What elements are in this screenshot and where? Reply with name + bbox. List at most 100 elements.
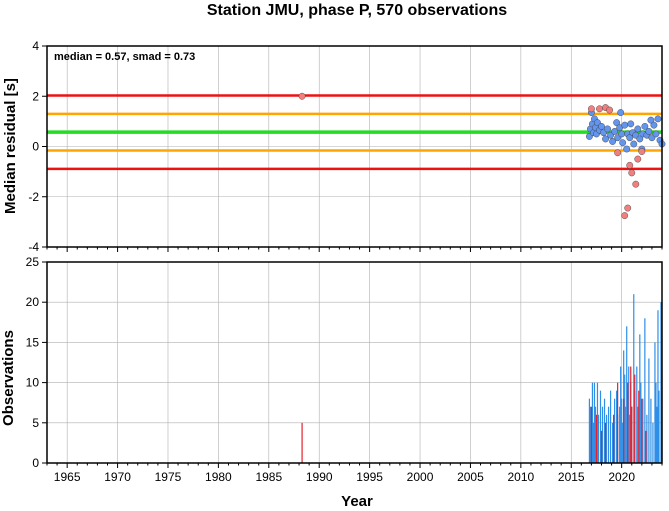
residual-reference-lines: [47, 94, 662, 171]
x-axis-label: Year: [341, 493, 373, 510]
observation-bar-blue: [603, 398, 606, 463]
x-tick-label: 2015: [558, 470, 585, 484]
x-tick-label: 1995: [356, 470, 383, 484]
residual-point-blue: [617, 109, 625, 116]
observation-bar-blue: [628, 366, 630, 463]
observation-bar-blue: [589, 406, 592, 463]
observation-bar-blue: [656, 406, 658, 463]
x-tick-label: 1980: [205, 470, 232, 484]
observation-bar-blue: [596, 382, 599, 463]
residual-point-blue: [630, 140, 638, 148]
observation-bar-blue: [611, 422, 614, 463]
observation-bar-blue: [609, 390, 612, 463]
x-tick-label: 1970: [104, 470, 131, 484]
observation-bar-blue: [607, 406, 610, 463]
observation-bar-red: [631, 406, 633, 463]
observation-bar-red: [595, 414, 598, 463]
observation-bar-red: [634, 374, 636, 463]
x-tick-label: 2010: [508, 470, 535, 484]
y-tick-label: 5: [32, 416, 39, 430]
observation-bar-blue: [657, 310, 659, 463]
observation-bar-blue: [619, 406, 621, 463]
observation-bar-blue: [629, 414, 631, 463]
residual-point-blue: [641, 123, 649, 130]
observation-bar-blue: [626, 326, 628, 463]
residual-point-red: [298, 92, 306, 100]
observation-bar-red: [301, 422, 303, 463]
observation-bar-blue: [614, 398, 616, 463]
y-tick-label: 10: [26, 376, 40, 390]
y-tick-label: -4: [28, 240, 39, 254]
observation-bar-red: [600, 430, 603, 463]
residual-point-blue: [634, 125, 642, 133]
residual-x-ticks: [46, 247, 663, 252]
residual-point-blue: [598, 123, 605, 130]
x-tick-label: 1965: [54, 470, 81, 484]
observation-bar-blue: [658, 390, 660, 463]
observation-bar-blue: [597, 414, 600, 463]
stats-annotation: median = 0.57, smad = 0.73: [54, 51, 195, 63]
observation-bar-blue: [616, 390, 618, 463]
observation-bar-red: [645, 430, 647, 463]
y-tick-label: 4: [32, 39, 39, 53]
residual-point-red: [614, 149, 622, 157]
residual-point-red: [624, 204, 632, 212]
y-tick-label: 20: [26, 295, 40, 309]
residual-point-blue: [623, 145, 631, 153]
observation-bar-blue: [622, 422, 624, 463]
y-tick-label: 2: [32, 89, 39, 103]
residual-point-red: [632, 180, 640, 188]
observation-bar-red: [617, 382, 619, 463]
observation-bar-blue: [633, 294, 635, 463]
x-tick-label: 1990: [306, 470, 333, 484]
residual-point-red: [626, 161, 634, 169]
observation-bar-blue: [591, 382, 594, 463]
observation-bar-blue: [652, 422, 654, 463]
observation-bar-blue: [642, 398, 644, 463]
observation-bar-blue: [624, 374, 626, 463]
x-tick-label: 2005: [457, 470, 484, 484]
residual-point-blue: [604, 125, 611, 133]
chart-title: Station JMU, phase P, 570 observations: [207, 2, 507, 19]
observation-bar-blue: [650, 398, 652, 463]
observation-bar-blue: [593, 382, 596, 463]
observation-bar-blue: [640, 382, 642, 463]
x-tick-label: 1985: [255, 470, 282, 484]
x-tick-label: 2020: [608, 470, 635, 484]
observation-bar-red: [638, 390, 640, 463]
observations-bars: [301, 294, 662, 463]
residual-panel: -4 -2 0 2 4 median = 0.57, smad = 0.73 Media…: [2, 39, 666, 254]
observation-bar-red: [604, 422, 607, 463]
residual-y-ticks: -4 -2 0 2 4: [28, 39, 47, 254]
observation-bar-blue: [599, 390, 602, 463]
y-tick-label: 15: [26, 335, 40, 349]
observation-bar-blue: [620, 366, 622, 463]
residual-point-red: [621, 212, 629, 219]
observation-bar-blue: [636, 366, 638, 463]
residual-point-blue: [645, 128, 653, 135]
residual-point-blue: [650, 121, 658, 129]
observation-bar-red: [630, 366, 632, 463]
observation-bar-blue: [639, 334, 641, 463]
observations-plot-frame: [46, 261, 663, 464]
observations-x-ticks: 1965 1970 1975 1980 1985 1990 1995 2000 2005 2010…: [46, 463, 663, 484]
residual-point-blue: [654, 115, 662, 123]
residual-point-red: [634, 155, 642, 163]
residual-point-blue: [636, 135, 644, 143]
residual-point-red: [638, 148, 646, 155]
residual-point-blue: [621, 121, 629, 129]
observation-bar-blue: [601, 406, 604, 463]
observation-bar-blue: [654, 342, 656, 463]
observations-y-axis-label: Observations: [0, 330, 17, 426]
residual-y-axis-label: Median residual [s]: [2, 78, 19, 214]
residual-point-blue: [618, 130, 626, 138]
residual-point-blue: [627, 120, 635, 128]
observation-bar-blue: [655, 382, 657, 463]
residual-point-blue: [652, 130, 660, 138]
observations-y-ticks: 0 5 10 15 20 25: [26, 255, 47, 470]
residual-point-blue: [611, 128, 619, 135]
y-tick-label: 0: [32, 456, 39, 470]
residual-point-blue: [626, 134, 634, 142]
residual-point-blue: [647, 116, 655, 124]
